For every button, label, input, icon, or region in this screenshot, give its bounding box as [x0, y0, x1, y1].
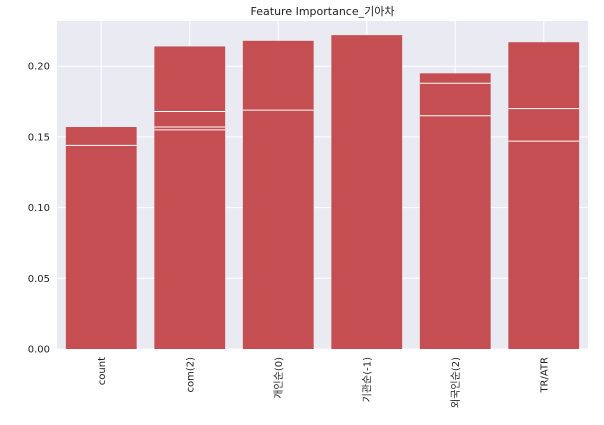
bar-segment	[154, 46, 226, 112]
bar-group	[242, 40, 314, 349]
x-tick-label: TR/ATR	[539, 357, 550, 394]
bar-segment	[242, 110, 314, 349]
bar-segment	[419, 83, 491, 116]
bar-segment	[419, 73, 491, 84]
x-tick-label: count	[97, 357, 108, 385]
y-tick-label: 0.10	[28, 203, 50, 214]
y-tick-label: 0.15	[28, 132, 50, 143]
x-tick-labels: count com(2) 개인순(0) 기관순(-1) 외국인순(2) TR/ATR	[97, 357, 551, 408]
bar-group	[154, 46, 226, 349]
bar-segment	[508, 141, 580, 349]
y-tick-labels: 0.00 0.05 0.10 0.15 0.20	[28, 62, 50, 356]
bar-group	[419, 73, 491, 349]
bar-segment	[508, 108, 580, 142]
y-tick-label: 0.20	[28, 62, 50, 73]
bar-group	[508, 42, 580, 349]
bar-segment	[508, 42, 580, 109]
y-tick-label: 0.00	[28, 345, 50, 356]
bar-group	[65, 127, 137, 349]
bar-segment	[154, 111, 226, 128]
x-tick-label: 기관순(-1)	[361, 357, 373, 402]
bar-segment	[331, 35, 403, 349]
bar-segment	[154, 129, 226, 349]
bar-segment	[154, 127, 226, 130]
y-tick-label: 0.05	[28, 274, 50, 285]
bar-segment	[65, 145, 137, 349]
x-tick-label: 개인순(0)	[273, 357, 285, 399]
bar-segment	[242, 40, 314, 111]
bars	[65, 35, 580, 349]
bar-segment	[419, 115, 491, 349]
chart-title: Feature Importance_기아차	[251, 5, 395, 18]
bar-segment	[65, 127, 137, 146]
bar-group	[331, 35, 403, 349]
plot-background	[57, 21, 588, 349]
x-tick-label: 외국인순(2)	[450, 357, 462, 408]
x-tick-label: com(2)	[185, 357, 196, 393]
